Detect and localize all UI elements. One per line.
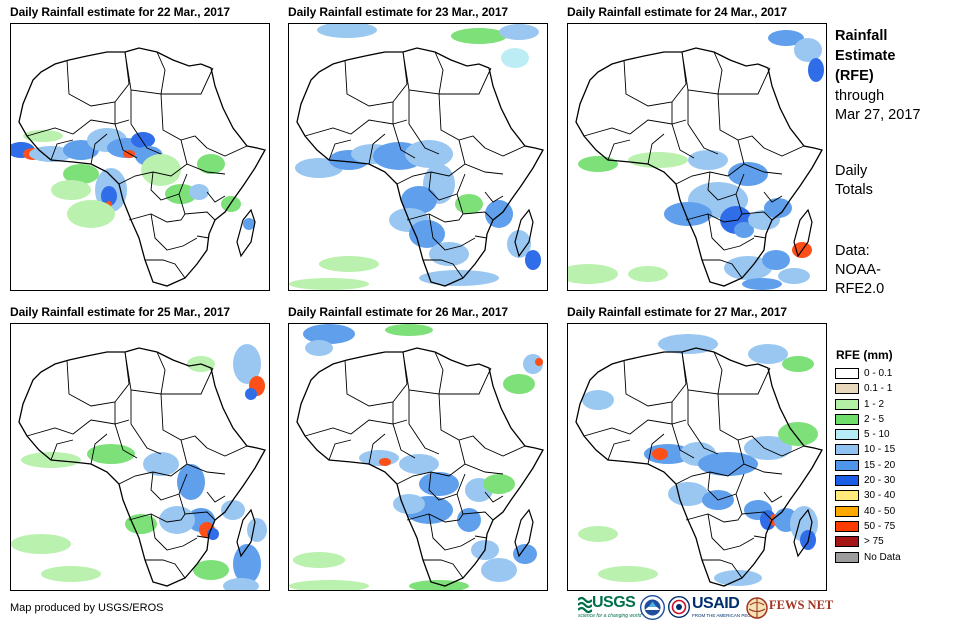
totals-type: Daily Totals: [835, 162, 873, 200]
legend-swatch: [835, 444, 859, 456]
africa-map-graphic: [289, 24, 544, 290]
africa-map-graphic: [11, 47, 266, 287]
usaid-wordmark: USAID: [692, 595, 740, 612]
fews-net-wordmark: FEWS NET: [769, 598, 834, 612]
legend-label: 15 - 20: [864, 459, 896, 471]
usaid-seal-icon: [668, 596, 690, 618]
panel-title: Daily Rainfall estimate for 22 Mar., 201…: [10, 5, 231, 19]
legend-swatch: [835, 383, 859, 395]
legend-swatch: [835, 536, 859, 548]
legend-label: 10 - 15: [864, 444, 896, 456]
data-source-line: RFE2.0: [835, 281, 885, 297]
legend-label: 50 - 75: [864, 520, 896, 532]
through-date: through Mar 27, 2017: [835, 87, 920, 125]
fews-net-logo: FEWS NET: [746, 594, 833, 622]
panel-title: Daily Rainfall estimate for 23 Mar., 201…: [288, 5, 509, 19]
legend-swatch: [835, 459, 859, 471]
rainfall-map: [10, 323, 270, 591]
legend-label: > 75: [864, 536, 884, 548]
legend-label: 2 - 5: [864, 413, 885, 425]
legend-swatch: [835, 490, 859, 502]
usgs-wordmark: USGS: [592, 594, 636, 611]
product-title-line: (RFE): [835, 68, 874, 84]
legend-swatch: [835, 413, 859, 425]
panel-title: Daily Rainfall estimate for 24 Mar., 201…: [567, 5, 788, 19]
africa-map-graphic: [289, 324, 544, 590]
product-title: Rainfall Estimate (RFE): [835, 26, 895, 86]
partner-logos: USGS science for a changing world USAID …: [578, 594, 833, 622]
usaid-tagline: FROM THE AMERICAN PEOPLE: [692, 613, 760, 618]
legend-label: 5 - 10: [864, 429, 890, 441]
usaid-logo: USAID FROM THE AMERICAN PEOPLE: [668, 594, 759, 622]
product-title-line: Estimate: [835, 48, 896, 64]
africa-map-graphic: [11, 344, 267, 590]
legend-label: 30 - 40: [864, 490, 896, 502]
legend-swatch: [835, 475, 859, 487]
through-date-value: Mar 27, 2017: [835, 107, 921, 123]
rainfall-map: [567, 23, 827, 291]
data-source: Data: NOAA- RFE2.0: [835, 242, 884, 299]
legend-swatch: [835, 551, 859, 563]
data-source-line: NOAA-: [835, 262, 881, 278]
product-title-line: Rainfall: [835, 28, 888, 44]
usgs-tagline: science for a changing world: [578, 613, 642, 619]
totals-line: Totals: [835, 182, 873, 198]
legend-swatch: [835, 368, 859, 379]
legend-label: 0 - 0.1: [864, 368, 893, 379]
legend-label: 0.1 - 1: [864, 383, 893, 395]
data-source-line: Data:: [835, 243, 870, 259]
noaa-seal-icon: [640, 594, 666, 622]
rainfall-map: [288, 323, 548, 591]
legend-label: 20 - 30: [864, 475, 896, 487]
map-credit: Map produced by USGS/EROS: [10, 602, 164, 614]
legend-label: No Data: [864, 551, 901, 563]
africa-map-graphic: [575, 334, 823, 587]
legend-label: 1 - 2: [864, 398, 885, 410]
legend-swatch: [835, 398, 859, 410]
legend-swatch: [835, 520, 859, 532]
panel-title: Daily Rainfall estimate for 27 Mar., 201…: [567, 305, 788, 319]
totals-line: Daily: [835, 163, 868, 179]
usgs-wave-icon: [578, 596, 592, 613]
legend-swatch: [835, 429, 859, 441]
panel-title: Daily Rainfall estimate for 25 Mar., 201…: [10, 305, 231, 319]
rainfall-map: [10, 23, 270, 291]
africa-map-graphic: [568, 30, 824, 290]
legend-swatch: [835, 505, 859, 517]
legend-title: RFE (mm): [836, 348, 893, 362]
usgs-logo: USGS science for a changing world: [578, 594, 642, 622]
panel-title: Daily Rainfall estimate for 26 Mar., 201…: [288, 305, 509, 319]
rainfall-map: [567, 323, 827, 591]
legend-label: 40 - 50: [864, 505, 896, 517]
rainfall-map: [288, 23, 548, 291]
through-label: through: [835, 88, 885, 104]
fews-globe-icon: [746, 597, 768, 619]
